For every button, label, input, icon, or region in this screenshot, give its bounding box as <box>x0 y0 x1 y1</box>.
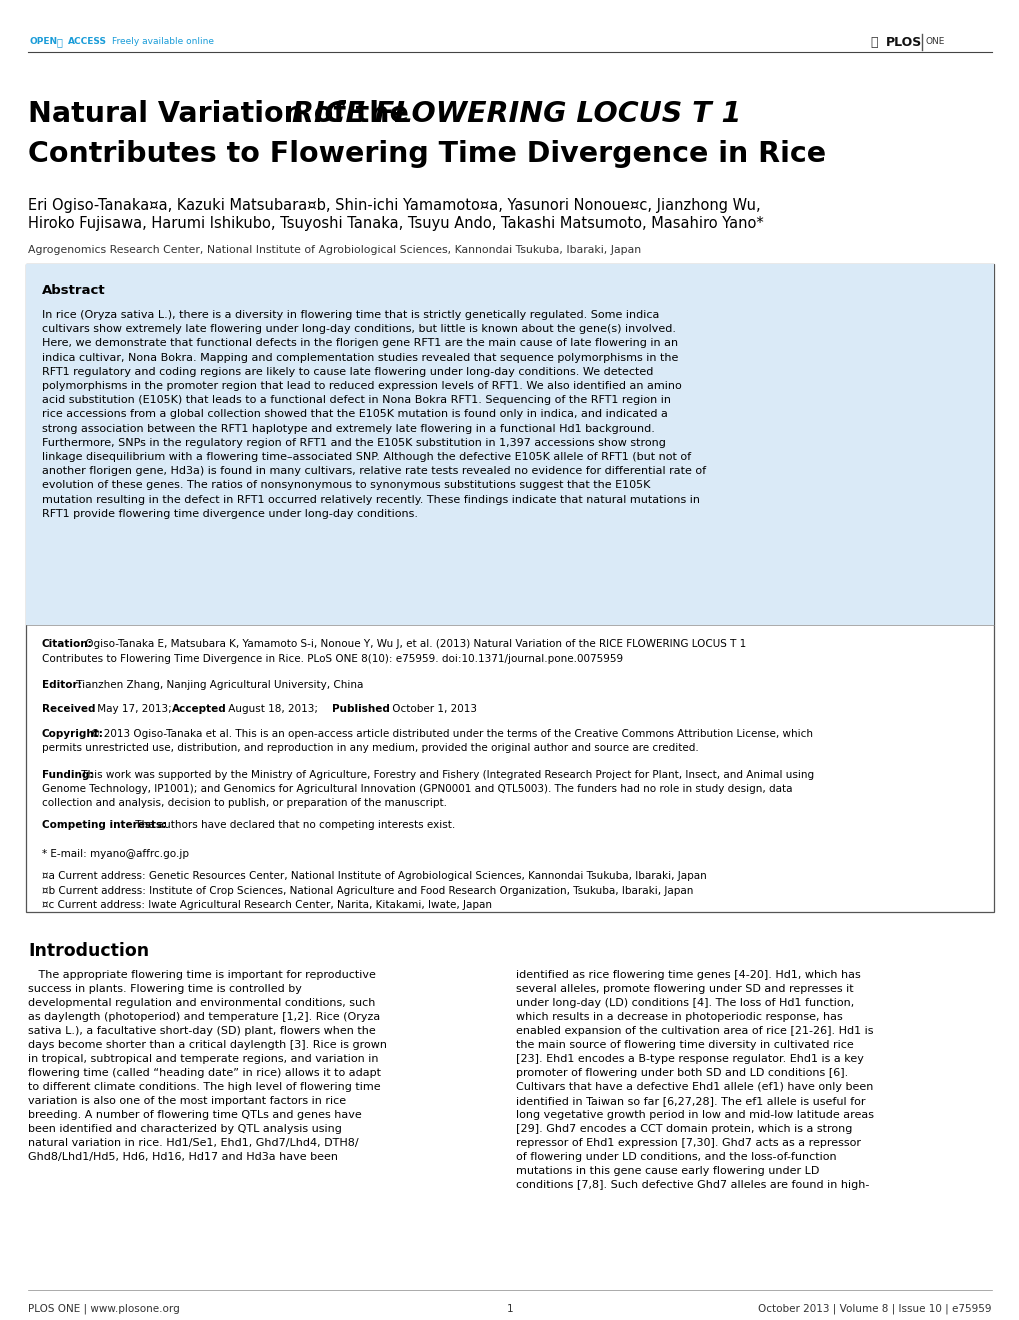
Text: several alleles, promote flowering under SD and represses it: several alleles, promote flowering under… <box>516 983 853 994</box>
Text: mutations in this gene cause early flowering under LD: mutations in this gene cause early flowe… <box>516 1166 818 1176</box>
Text: PLOS: PLOS <box>886 36 921 49</box>
Text: RFT1 provide flowering time divergence under long-day conditions.: RFT1 provide flowering time divergence u… <box>42 508 418 519</box>
Text: polymorphisms in the promoter region that lead to reduced expression levels of R: polymorphisms in the promoter region tha… <box>42 381 681 391</box>
Text: enabled expansion of the cultivation area of rice [21-26]. Hd1 is: enabled expansion of the cultivation are… <box>516 1026 872 1036</box>
Text: The appropriate flowering time is important for reproductive: The appropriate flowering time is import… <box>28 970 376 979</box>
Text: Introduction: Introduction <box>28 942 149 960</box>
Text: mutation resulting in the defect in RFT1 occurred relatively recently. These fin: mutation resulting in the defect in RFT1… <box>42 495 699 504</box>
Text: [23]. Ehd1 encodes a B-type response regulator. Ehd1 is a key: [23]. Ehd1 encodes a B-type response reg… <box>516 1053 863 1064</box>
Text: conditions [7,8]. Such defective Ghd7 alleles are found in high-: conditions [7,8]. Such defective Ghd7 al… <box>516 1180 868 1191</box>
Text: Copyright:: Copyright: <box>42 729 104 739</box>
Text: acid substitution (E105K) that leads to a functional defect in Nona Bokra RFT1. : acid substitution (E105K) that leads to … <box>42 395 671 405</box>
Text: ¤c Current address: Iwate Agricultural Research Center, Narita, Kitakami, Iwate,: ¤c Current address: Iwate Agricultural R… <box>42 900 491 909</box>
Text: This work was supported by the Ministry of Agriculture, Forestry and Fishery (In: This work was supported by the Ministry … <box>77 770 813 780</box>
Text: Furthermore, SNPs in the regulatory region of RFT1 and the E105K substitution in: Furthermore, SNPs in the regulatory regi… <box>42 438 665 447</box>
Text: RICE FLOWERING LOCUS T 1: RICE FLOWERING LOCUS T 1 <box>291 100 741 128</box>
Text: ¤b Current address: Institute of Crop Sciences, National Agriculture and Food Re: ¤b Current address: Institute of Crop Sc… <box>42 886 693 895</box>
Text: Received: Received <box>42 705 96 714</box>
Text: of flowering under LD conditions, and the loss-of-function: of flowering under LD conditions, and th… <box>516 1152 836 1162</box>
Text: October 2013 | Volume 8 | Issue 10 | e75959: October 2013 | Volume 8 | Issue 10 | e75… <box>758 1304 991 1315</box>
Text: Here, we demonstrate that functional defects in the florigen gene RFT1 are the m: Here, we demonstrate that functional def… <box>42 338 678 348</box>
Text: Contributes to Flowering Time Divergence in Rice: Contributes to Flowering Time Divergence… <box>28 140 825 168</box>
Text: Eri Ogiso-Tanaka¤a, Kazuki Matsubara¤b, Shin-ichi Yamamoto¤a, Yasunori Nonoue¤c,: Eri Ogiso-Tanaka¤a, Kazuki Matsubara¤b, … <box>28 198 760 213</box>
Text: developmental regulation and environmental conditions, such: developmental regulation and environment… <box>28 998 375 1008</box>
Text: flowering time (called “heading date” in rice) allows it to adapt: flowering time (called “heading date” in… <box>28 1068 381 1078</box>
Text: 1: 1 <box>506 1304 513 1313</box>
Text: in tropical, subtropical and temperate regions, and variation in: in tropical, subtropical and temperate r… <box>28 1053 378 1064</box>
Text: ¤a Current address: Genetic Resources Center, National Institute of Agrobiologic: ¤a Current address: Genetic Resources Ce… <box>42 871 706 880</box>
Text: Contributes to Flowering Time Divergence in Rice. PLoS ONE 8(10): e75959. doi:10: Contributes to Flowering Time Divergence… <box>42 653 623 664</box>
Text: Funding:: Funding: <box>42 770 94 780</box>
Text: ⚿: ⚿ <box>57 37 63 48</box>
Text: evolution of these genes. The ratios of nonsynonymous to synonymous substitution: evolution of these genes. The ratios of … <box>42 480 650 491</box>
Text: ACCESS: ACCESS <box>68 37 107 46</box>
Text: cultivars show extremely late flowering under long-day conditions, but little is: cultivars show extremely late flowering … <box>42 325 676 334</box>
Text: © 2013 Ogiso-Tanaka et al. This is an open-access article distributed under the : © 2013 Ogiso-Tanaka et al. This is an op… <box>87 729 812 739</box>
Text: to different climate conditions. The high level of flowering time: to different climate conditions. The hig… <box>28 1082 380 1092</box>
Text: as daylength (photoperiod) and temperature [1,2]. Rice (Oryza: as daylength (photoperiod) and temperatu… <box>28 1012 380 1022</box>
Text: Tianzhen Zhang, Nanjing Agricultural University, China: Tianzhen Zhang, Nanjing Agricultural Uni… <box>73 680 364 689</box>
Text: Accepted: Accepted <box>172 705 226 714</box>
Text: rice accessions from a global collection showed that the E105K mutation is found: rice accessions from a global collection… <box>42 409 667 420</box>
Text: permits unrestricted use, distribution, and reproduction in any medium, provided: permits unrestricted use, distribution, … <box>42 743 698 754</box>
Text: identified in Taiwan so far [6,27,28]. The ef1 allele is useful for: identified in Taiwan so far [6,27,28]. T… <box>516 1096 865 1106</box>
Text: sativa L.), a facultative short-day (SD) plant, flowers when the: sativa L.), a facultative short-day (SD)… <box>28 1026 375 1036</box>
Text: Abstract: Abstract <box>42 284 106 297</box>
Text: Agrogenomics Research Center, National Institute of Agrobiological Sciences, Kan: Agrogenomics Research Center, National I… <box>28 246 641 255</box>
Text: Hiroko Fujisawa, Harumi Ishikubo, Tsuyoshi Tanaka, Tsuyu Ando, Takashi Matsumoto: Hiroko Fujisawa, Harumi Ishikubo, Tsuyos… <box>28 216 763 231</box>
Text: another florigen gene, Hd3a) is found in many cultivars, relative rate tests rev: another florigen gene, Hd3a) is found in… <box>42 466 705 477</box>
Text: Editor:: Editor: <box>42 680 82 689</box>
Text: October 1, 2013: October 1, 2013 <box>388 705 477 714</box>
Text: ONE: ONE <box>925 37 945 46</box>
Text: under long-day (LD) conditions [4]. The loss of Hd1 function,: under long-day (LD) conditions [4]. The … <box>516 998 854 1008</box>
Text: Ogiso-Tanaka E, Matsubara K, Yamamoto S-i, Nonoue Y, Wu J, et al. (2013) Natural: Ogiso-Tanaka E, Matsubara K, Yamamoto S-… <box>83 639 746 649</box>
Text: linkage disequilibrium with a flowering time–associated SNP. Although the defect: linkage disequilibrium with a flowering … <box>42 451 691 462</box>
Text: collection and analysis, decision to publish, or preparation of the manuscript.: collection and analysis, decision to pub… <box>42 799 446 808</box>
Text: OPEN: OPEN <box>30 37 58 46</box>
Text: Competing interests:: Competing interests: <box>42 820 166 830</box>
Text: May 17, 2013;: May 17, 2013; <box>94 705 175 714</box>
Text: long vegetative growth period in low and mid-low latitude areas: long vegetative growth period in low and… <box>516 1110 873 1119</box>
Text: the main source of flowering time diversity in cultivated rice: the main source of flowering time divers… <box>516 1040 853 1049</box>
Text: repressor of Ehd1 expression [7,30]. Ghd7 acts as a repressor: repressor of Ehd1 expression [7,30]. Ghd… <box>516 1138 860 1148</box>
Text: Genome Technology, IP1001); and Genomics for Agricultural Innovation (GPN0001 an: Genome Technology, IP1001); and Genomics… <box>42 784 792 795</box>
FancyBboxPatch shape <box>25 264 994 624</box>
Text: Citation:: Citation: <box>42 639 93 649</box>
Text: indica cultivar, Nona Bokra. Mapping and complementation studies revealed that s: indica cultivar, Nona Bokra. Mapping and… <box>42 352 678 363</box>
Text: promoter of flowering under both SD and LD conditions [6].: promoter of flowering under both SD and … <box>516 1068 848 1078</box>
Text: Ghd8/Lhd1/Hd5, Hd6, Hd16, Hd17 and Hd3a have been: Ghd8/Lhd1/Hd5, Hd6, Hd16, Hd17 and Hd3a … <box>28 1152 337 1162</box>
Text: Ⓡ: Ⓡ <box>869 36 876 49</box>
FancyBboxPatch shape <box>25 264 994 912</box>
Text: RFT1 regulatory and coding regions are likely to cause late flowering under long: RFT1 regulatory and coding regions are l… <box>42 367 653 376</box>
Text: breeding. A number of flowering time QTLs and genes have: breeding. A number of flowering time QTL… <box>28 1110 362 1119</box>
Text: strong association between the RFT1 haplotype and extremely late flowering in a : strong association between the RFT1 hapl… <box>42 424 654 433</box>
Text: Freely available online: Freely available online <box>112 37 214 46</box>
Text: Cultivars that have a defective Ehd1 allele (ef1) have only been: Cultivars that have a defective Ehd1 all… <box>516 1082 872 1092</box>
Text: The authors have declared that no competing interests exist.: The authors have declared that no compet… <box>131 820 454 830</box>
Text: been identified and characterized by QTL analysis using: been identified and characterized by QTL… <box>28 1125 341 1134</box>
Text: days become shorter than a critical daylength [3]. Rice is grown: days become shorter than a critical dayl… <box>28 1040 386 1049</box>
Text: natural variation in rice. Hd1/Se1, Ehd1, Ghd7/Lhd4, DTH8/: natural variation in rice. Hd1/Se1, Ehd1… <box>28 1138 359 1148</box>
Text: August 18, 2013;: August 18, 2013; <box>225 705 321 714</box>
Text: variation is also one of the most important factors in rice: variation is also one of the most import… <box>28 1096 345 1106</box>
Text: [29]. Ghd7 encodes a CCT domain protein, which is a strong: [29]. Ghd7 encodes a CCT domain protein,… <box>516 1125 852 1134</box>
Text: In rice (Oryza sativa L.), there is a diversity in flowering time that is strict: In rice (Oryza sativa L.), there is a di… <box>42 310 658 319</box>
Text: success in plants. Flowering time is controlled by: success in plants. Flowering time is con… <box>28 983 302 994</box>
Text: identified as rice flowering time genes [4-20]. Hd1, which has: identified as rice flowering time genes … <box>516 970 860 979</box>
Text: Published: Published <box>331 705 389 714</box>
Text: Natural Variation of the: Natural Variation of the <box>28 100 419 128</box>
Text: which results in a decrease in photoperiodic response, has: which results in a decrease in photoperi… <box>516 1012 842 1022</box>
Text: PLOS ONE | www.plosone.org: PLOS ONE | www.plosone.org <box>28 1304 179 1315</box>
Text: * E-mail: myano@affrc.go.jp: * E-mail: myano@affrc.go.jp <box>42 849 189 859</box>
